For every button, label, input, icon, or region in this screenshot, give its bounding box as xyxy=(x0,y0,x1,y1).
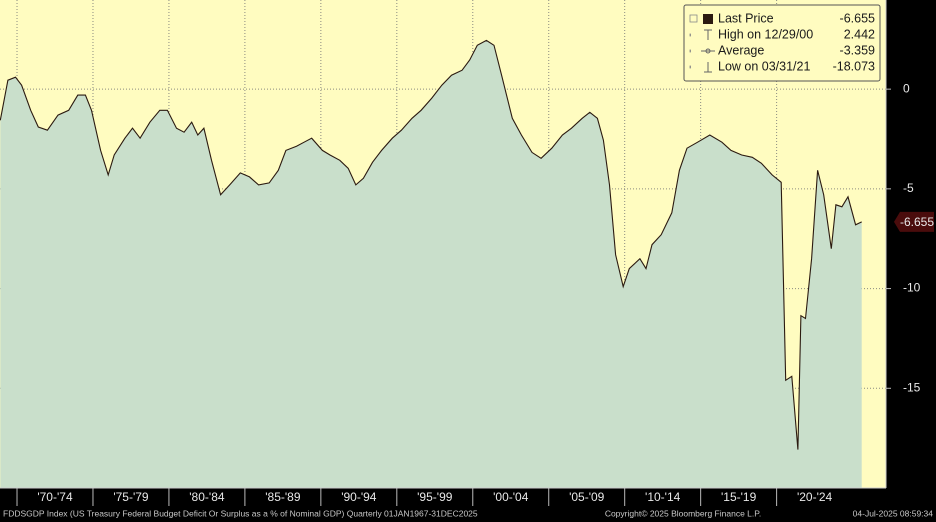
legend-label: Last Price xyxy=(718,11,774,25)
legend-value: -6.655 xyxy=(840,11,875,25)
x-tick-label: '15-'19 xyxy=(721,490,757,504)
legend-swatch xyxy=(703,14,713,24)
y-tick-label: -10 xyxy=(903,281,921,295)
legend-toggle xyxy=(689,65,691,69)
legend-label: Average xyxy=(718,43,764,57)
legend-toggle xyxy=(689,33,691,37)
series-line xyxy=(0,39,862,450)
last-value-label: -6.655 xyxy=(900,215,934,229)
x-tick-label: '00-'04 xyxy=(493,490,529,504)
x-tick-label: '90-'94 xyxy=(341,490,377,504)
chart-title: FDDSGDP Index (US Treasury Federal Budge… xyxy=(3,508,478,518)
legend-value: -18.073 xyxy=(833,59,875,73)
x-tick-label: '80-'84 xyxy=(189,490,225,504)
legend-value: 2.442 xyxy=(844,27,875,41)
copyright: Copyright© 2025 Bloomberg Finance L.P. xyxy=(605,508,761,518)
x-tick-label: '70-'74 xyxy=(37,490,73,504)
x-tick-label: '20-'24 xyxy=(797,490,833,504)
last-value-badge xyxy=(894,211,934,232)
legend-label: High on 12/29/00 xyxy=(718,27,813,41)
area-fill xyxy=(0,40,862,489)
x-tick-label: '85-'89 xyxy=(265,490,301,504)
x-tick-label: '05-'09 xyxy=(569,490,605,504)
y-tick-label: -5 xyxy=(903,181,914,195)
legend-toggle xyxy=(689,14,698,23)
x-tick-label: '75-'79 xyxy=(113,490,149,504)
y-tick-label: -15 xyxy=(903,380,921,394)
legend-value: -3.359 xyxy=(840,43,875,57)
legend-icon xyxy=(705,48,711,54)
timestamp: 04-Jul-2025 08:59:34 xyxy=(853,508,934,518)
legend-label: Low on 03/31/21 xyxy=(718,59,810,73)
y-tick-label: 0 xyxy=(903,81,910,95)
x-tick-label: '10-'14 xyxy=(645,490,681,504)
legend-toggle xyxy=(689,49,691,53)
x-tick-label: '95-'99 xyxy=(417,490,453,504)
legend-box xyxy=(683,4,881,82)
